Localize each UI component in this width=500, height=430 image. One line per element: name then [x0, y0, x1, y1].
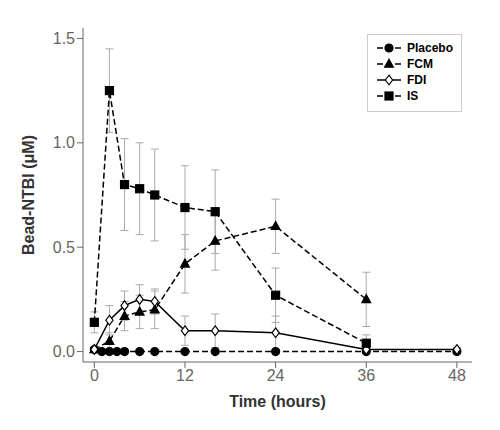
svg-text:1.0: 1.0 — [53, 134, 75, 151]
svg-text:24: 24 — [267, 367, 285, 384]
svg-text:0.5: 0.5 — [53, 239, 75, 256]
svg-text:Bead-NTBI (μM): Bead-NTBI (μM) — [20, 135, 37, 255]
svg-text:12: 12 — [176, 367, 194, 384]
html-text:FCM: FCM — [407, 57, 433, 71]
html-text:Placebo: Placebo — [407, 41, 453, 55]
svg-text:0: 0 — [90, 367, 99, 384]
svg-text:1.5: 1.5 — [53, 30, 75, 47]
html-text:FDI: FDI — [407, 73, 427, 87]
html-text:IS: IS — [407, 89, 419, 103]
svg-text:48: 48 — [448, 367, 466, 384]
svg-text:36: 36 — [357, 367, 375, 384]
svg-text:Time (hours): Time (hours) — [229, 393, 326, 410]
svg-text:0.0: 0.0 — [53, 343, 75, 360]
